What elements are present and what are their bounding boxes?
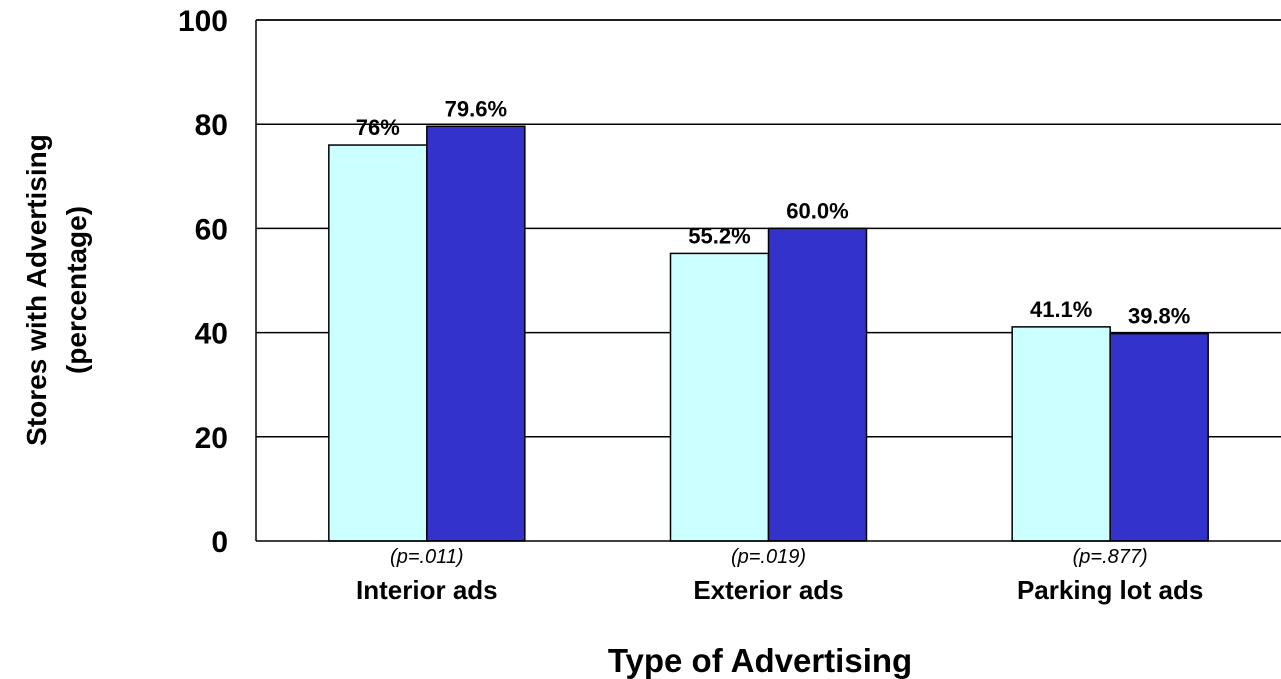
y-tick-label: 0 xyxy=(211,526,228,559)
data-label: 79.6% xyxy=(445,96,507,121)
y-tick-label: 20 xyxy=(195,422,228,455)
bars xyxy=(328,125,1209,542)
bar xyxy=(1011,326,1111,542)
data-label: 39.8% xyxy=(1128,304,1190,329)
bar xyxy=(328,144,428,542)
plot-frame xyxy=(255,19,1281,542)
p-value-label: (p=.011) xyxy=(390,546,464,568)
y-tick-label: 100 xyxy=(178,5,228,38)
data-label: 41.1% xyxy=(1030,297,1092,322)
bar xyxy=(1109,332,1209,542)
y-tick-label: 80 xyxy=(195,109,228,142)
category-label: Parking lot ads xyxy=(1017,575,1203,605)
category-label: Exterior ads xyxy=(693,575,843,605)
data-label: 55.2% xyxy=(688,223,750,248)
bar xyxy=(426,125,526,542)
p-value-label: (p=.877) xyxy=(1073,546,1148,568)
y-axis-title-line2: (percentage) xyxy=(61,206,92,374)
p-value-label: (p=.019) xyxy=(731,546,806,568)
labels: 0 20 40 60 80 100 76% 79.6% (p=.011) Interior ads… xyxy=(178,5,1203,605)
bar xyxy=(767,227,868,542)
y-tick-label: 40 xyxy=(195,318,228,351)
data-label: 60.0% xyxy=(786,198,848,223)
y-tick-label: 60 xyxy=(195,213,228,246)
x-axis-title: Type of Advertising xyxy=(608,642,912,679)
category-label: Interior ads xyxy=(356,575,498,605)
bar xyxy=(669,252,770,542)
y-axis-title-line1: Stores with Advertising xyxy=(21,134,52,446)
data-label: 76% xyxy=(356,115,400,140)
